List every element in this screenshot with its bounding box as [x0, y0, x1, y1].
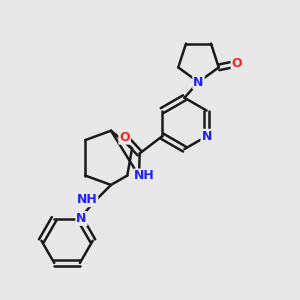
Text: N: N	[201, 130, 212, 143]
Text: NH: NH	[134, 169, 155, 182]
Text: O: O	[119, 131, 130, 144]
Text: N: N	[193, 76, 204, 88]
Text: O: O	[232, 57, 242, 70]
Text: NH: NH	[76, 193, 97, 206]
Text: N: N	[76, 212, 87, 225]
